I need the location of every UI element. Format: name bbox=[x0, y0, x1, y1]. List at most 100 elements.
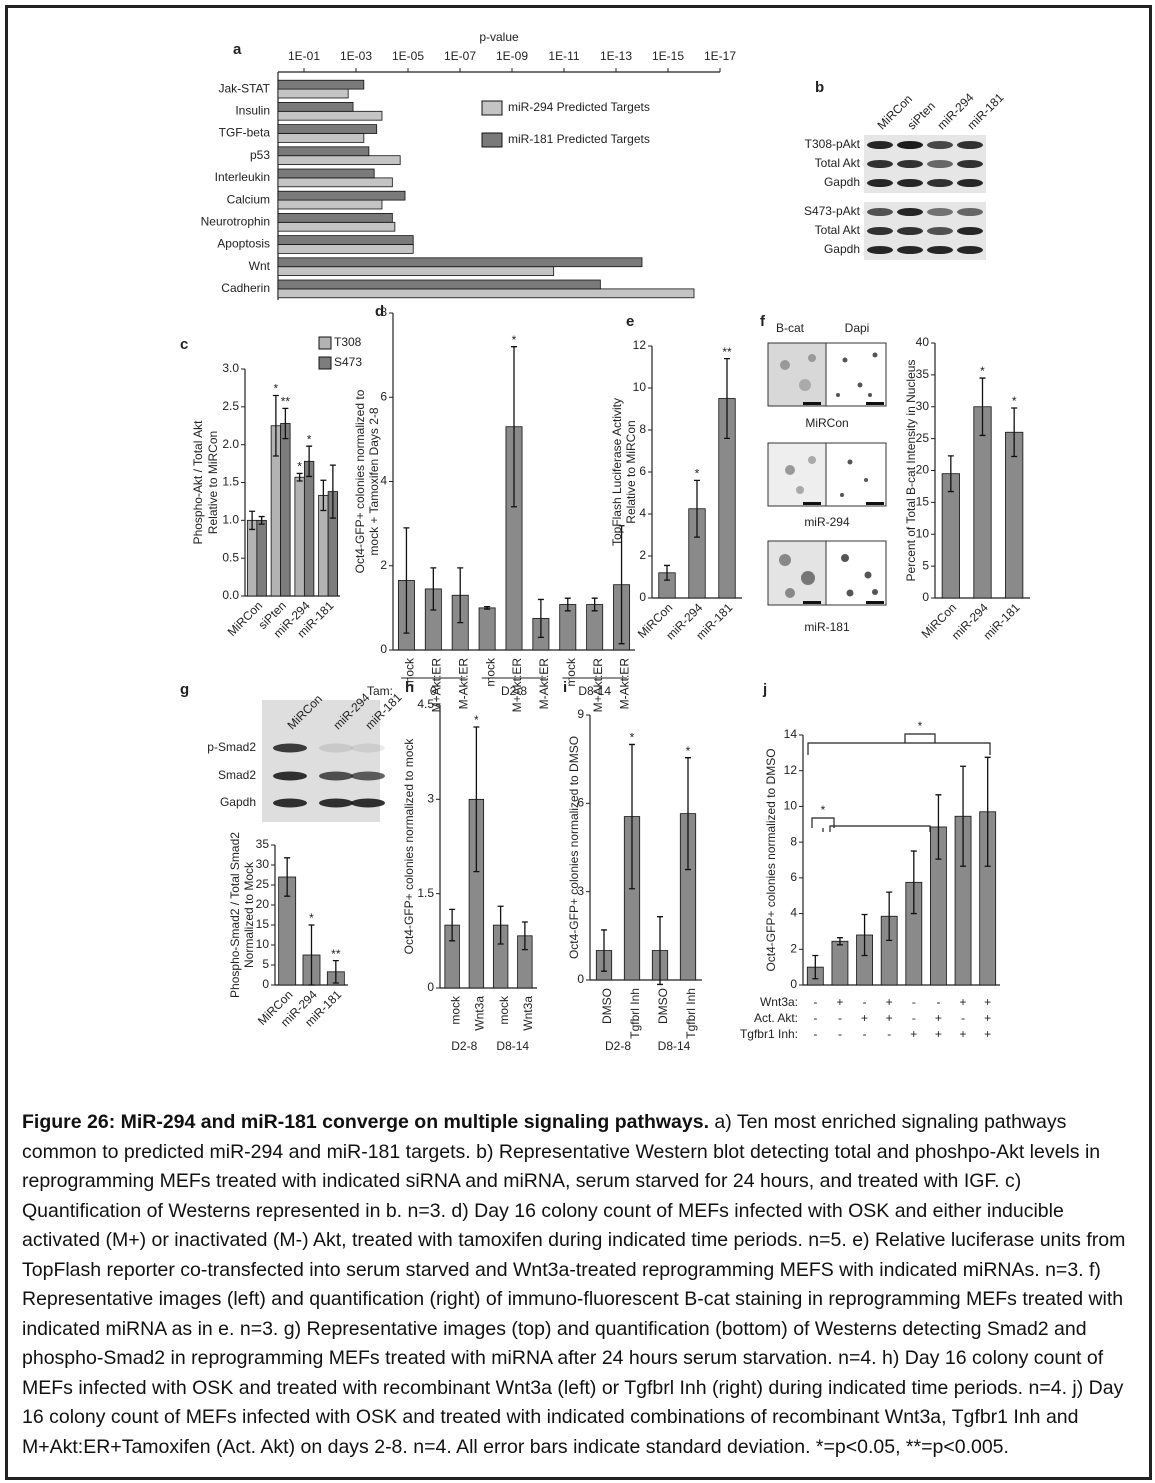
blot-band bbox=[957, 208, 983, 216]
y-tick-label: 14 bbox=[784, 727, 798, 741]
panel-letter: a bbox=[233, 41, 242, 58]
y-axis-title: Oct4-GFP+ colonies normalized to DMSO bbox=[764, 748, 778, 971]
blot-band bbox=[319, 799, 353, 808]
condition-mark: - bbox=[961, 1011, 965, 1025]
bar bbox=[832, 941, 848, 985]
significance: * bbox=[274, 382, 279, 396]
bar bbox=[278, 89, 348, 98]
condition-mark: - bbox=[887, 1027, 891, 1041]
blot-band bbox=[867, 227, 893, 235]
y-tick-label: 30 bbox=[256, 857, 270, 871]
y-tick-label: 8 bbox=[639, 422, 646, 436]
bar bbox=[278, 245, 413, 254]
panel-letter: e bbox=[626, 313, 634, 330]
x-axis-title: p-value bbox=[479, 30, 519, 44]
y-tick-label: p53 bbox=[250, 148, 270, 162]
bar bbox=[278, 258, 642, 267]
y-tick-label: 0 bbox=[262, 977, 269, 991]
figure: * * b B-cat Dapi MiRCon miR-294 miR-181 … bbox=[0, 0, 1155, 1100]
y-axis-title: Oct4-GFP+ colonies normalized to mock bbox=[402, 738, 416, 955]
image-label: miR-294 bbox=[804, 515, 850, 529]
blot-band bbox=[897, 246, 923, 254]
panel-letter: j bbox=[762, 681, 767, 698]
y-tick-label: 2 bbox=[639, 548, 646, 562]
significance: * bbox=[512, 333, 517, 347]
y-tick-label: 15 bbox=[256, 917, 270, 931]
significance: * bbox=[686, 744, 691, 758]
significance: ** bbox=[722, 345, 732, 359]
row-label: Gapdh bbox=[220, 795, 256, 809]
group-label: D8-14 bbox=[496, 1039, 529, 1053]
condition-mark: - bbox=[838, 1027, 842, 1041]
y-tick-label: 1.5 bbox=[417, 886, 434, 900]
significance: ** bbox=[281, 395, 291, 409]
group-label: D2-8 bbox=[501, 684, 527, 698]
x-tick-label: Wnt3a bbox=[473, 996, 487, 1031]
significance: * bbox=[1012, 394, 1017, 408]
bar bbox=[479, 608, 495, 650]
y-tick-label: 25 bbox=[256, 877, 270, 891]
bar bbox=[278, 111, 382, 120]
y-tick-label: Insulin bbox=[235, 103, 270, 117]
condition-mark: - bbox=[863, 995, 867, 1009]
blot-band bbox=[927, 246, 953, 254]
caption-text: a) Ten most enriched signaling pathways … bbox=[22, 1111, 1125, 1458]
y-axis-title: Oct4-GFP+ colonies normalized to DMSO bbox=[567, 736, 581, 959]
y-tick-label: 0 bbox=[790, 977, 797, 991]
blot-band bbox=[957, 179, 983, 187]
y-tick-label: 40 bbox=[916, 335, 930, 349]
y-tick-label: Calcium bbox=[227, 192, 270, 206]
bar bbox=[278, 169, 374, 178]
y-tick-label: 2.5 bbox=[222, 399, 239, 413]
group-label: D2-8 bbox=[605, 1039, 631, 1053]
y-tick-label: 4 bbox=[639, 506, 646, 520]
y-tick-label: Neurotrophin bbox=[201, 214, 270, 228]
image-header: Dapi bbox=[845, 321, 870, 335]
blot-band bbox=[927, 179, 953, 187]
y-axis-title: Oct4-GFP+ colonies normalized to bbox=[353, 389, 367, 573]
bar bbox=[278, 191, 405, 200]
y-tick-label: 8 bbox=[790, 834, 797, 848]
bar bbox=[247, 520, 257, 596]
x-tick-label: DMSO bbox=[600, 988, 614, 1024]
x-tick-label: 1E-15 bbox=[652, 49, 684, 63]
blot-band bbox=[927, 208, 953, 216]
panel-letter: b bbox=[815, 79, 824, 96]
x-tick-label: 1E-09 bbox=[496, 49, 528, 63]
x-tick-label: M-Akt:ER bbox=[618, 658, 632, 710]
significance: * bbox=[307, 432, 312, 446]
y-axis-title: mock + Tamoxifen Days 2-8 bbox=[367, 407, 381, 555]
significance: * bbox=[297, 460, 302, 474]
y-tick-label: TGF-beta bbox=[219, 126, 271, 140]
y-axis-title: Relative to MiRCon bbox=[624, 420, 638, 523]
y-axis-title: Relative to MiRCon bbox=[206, 431, 220, 534]
condition-mark: - bbox=[863, 1027, 867, 1041]
y-tick-label: 12 bbox=[633, 338, 647, 352]
y-tick-label: 4.5 bbox=[417, 697, 434, 711]
y-tick-label: 8 bbox=[380, 305, 387, 319]
bar bbox=[278, 267, 554, 276]
condition-mark: - bbox=[838, 1011, 842, 1025]
group-label: 0 bbox=[430, 684, 437, 698]
blot-band bbox=[957, 246, 983, 254]
x-tick-label: Tgfbrl Inh bbox=[684, 988, 698, 1039]
blot-band bbox=[351, 744, 385, 753]
y-tick-label: 0 bbox=[639, 590, 646, 604]
group-label: D8-14 bbox=[578, 684, 611, 698]
y-tick-label: 3.0 bbox=[222, 361, 239, 375]
image-header: B-cat bbox=[776, 321, 805, 335]
condition-mark: + bbox=[910, 1027, 917, 1041]
y-tick-label: 6 bbox=[639, 464, 646, 478]
x-tick-label: 1E-17 bbox=[704, 49, 736, 63]
blot-band bbox=[319, 772, 353, 781]
group-label: D8-14 bbox=[658, 1039, 691, 1053]
y-tick-label: 10 bbox=[633, 380, 647, 394]
bar bbox=[278, 213, 392, 222]
condition-mark: + bbox=[886, 995, 893, 1009]
bar bbox=[281, 423, 291, 596]
y-axis-title: Percent of Total B-cat Intensity in Nucl… bbox=[904, 360, 918, 582]
y-tick-label: Jak-STAT bbox=[218, 81, 270, 95]
y-tick-label: 1.0 bbox=[222, 513, 239, 527]
y-tick-label: 6 bbox=[380, 389, 387, 403]
panel-letter: g bbox=[180, 681, 189, 698]
